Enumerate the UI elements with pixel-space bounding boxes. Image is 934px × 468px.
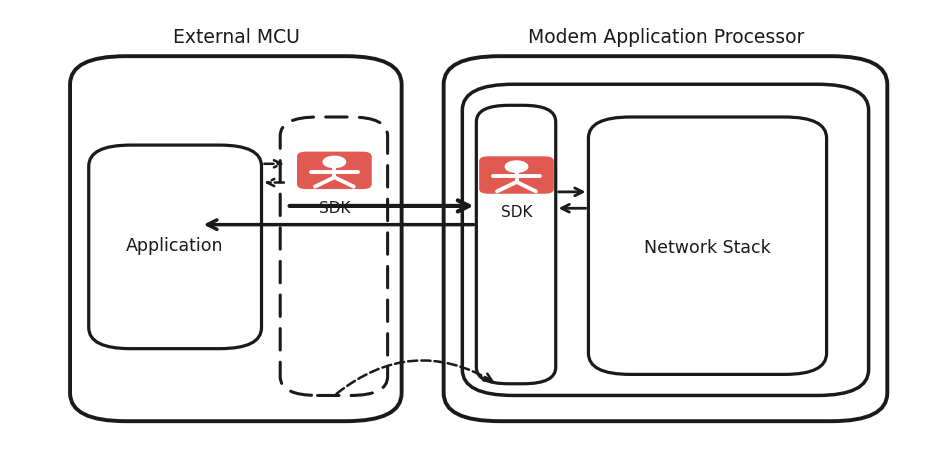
FancyBboxPatch shape [70, 56, 402, 421]
FancyBboxPatch shape [297, 152, 372, 189]
FancyBboxPatch shape [476, 105, 556, 384]
Circle shape [505, 161, 528, 172]
Text: External MCU: External MCU [173, 28, 300, 47]
Circle shape [323, 156, 346, 168]
FancyBboxPatch shape [280, 117, 388, 395]
FancyBboxPatch shape [479, 156, 554, 194]
Text: SDK: SDK [318, 201, 350, 216]
FancyBboxPatch shape [89, 145, 262, 349]
FancyBboxPatch shape [462, 84, 869, 395]
Text: Network Stack: Network Stack [644, 239, 771, 257]
FancyBboxPatch shape [588, 117, 827, 374]
Text: Modem Application Processor: Modem Application Processor [528, 28, 804, 47]
FancyBboxPatch shape [444, 56, 887, 421]
Text: SDK: SDK [501, 205, 532, 220]
Text: Application: Application [126, 237, 223, 255]
